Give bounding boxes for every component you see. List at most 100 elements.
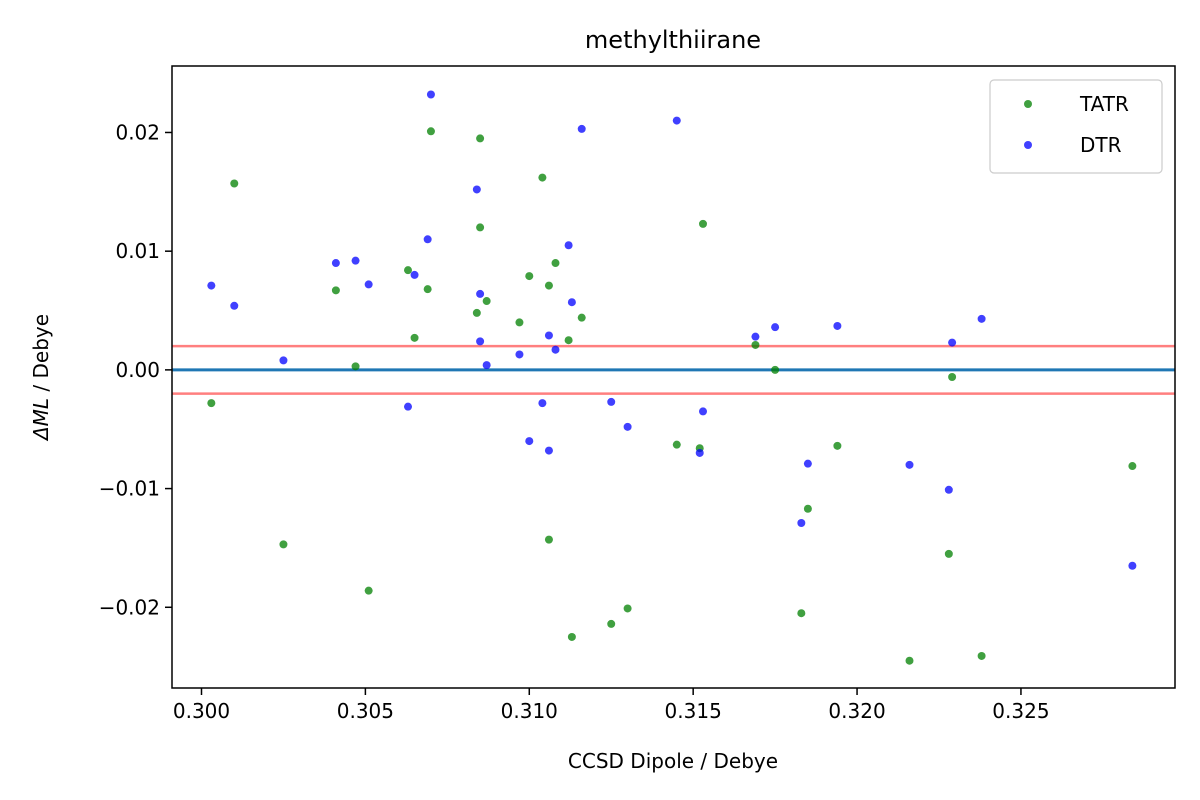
y-tick-label: 0.02 — [115, 120, 160, 144]
legend: TATR DTR — [989, 79, 1163, 174]
point-tatr-10 — [472, 308, 481, 317]
point-dtr-19 — [551, 345, 560, 354]
legend-frame — [989, 79, 1163, 174]
point-dtr-24 — [623, 422, 632, 431]
point-tatr-14 — [515, 318, 524, 327]
y-axis-label: ΔML / Debye — [29, 314, 53, 442]
point-tatr-29 — [771, 365, 780, 374]
x-tick-label: 0.305 — [337, 699, 394, 723]
y-tick-label: −0.02 — [99, 595, 160, 619]
point-dtr-28 — [751, 332, 760, 341]
point-tatr-0 — [207, 399, 216, 408]
point-dtr-37 — [1128, 561, 1137, 570]
point-dtr-30 — [797, 519, 806, 528]
point-tatr-6 — [404, 266, 412, 275]
point-dtr-4 — [351, 256, 360, 265]
point-dtr-0 — [207, 281, 216, 290]
point-dtr-32 — [833, 321, 842, 330]
x-tick-label: 0.300 — [173, 699, 230, 723]
point-dtr-7 — [410, 270, 419, 279]
point-dtr-13 — [482, 361, 491, 370]
legend-marker-tatr — [1024, 100, 1032, 108]
point-dtr-8 — [423, 235, 432, 244]
point-dtr-1 — [230, 301, 239, 310]
point-tatr-1 — [230, 179, 239, 188]
point-tatr-19 — [551, 259, 560, 268]
point-tatr-30 — [797, 609, 806, 618]
point-tatr-28 — [751, 340, 760, 349]
y-tick-label: 0.01 — [115, 239, 160, 263]
point-tatr-36 — [977, 651, 986, 660]
point-tatr-8 — [423, 285, 432, 294]
y-axis-ticks: −0.02 −0.01 0.00 0.01 0.02 — [99, 120, 172, 619]
y-axis-label-unit: / Debye — [29, 314, 53, 398]
point-dtr-29 — [771, 323, 780, 332]
point-dtr-3 — [331, 259, 340, 268]
point-dtr-27 — [699, 407, 707, 416]
point-tatr-21 — [567, 632, 576, 641]
y-axis-label-symbol: ΔML — [29, 398, 53, 442]
point-tatr-23 — [607, 619, 616, 628]
point-dtr-6 — [404, 402, 412, 411]
point-dtr-36 — [977, 314, 986, 323]
point-dtr-12 — [476, 337, 485, 346]
point-tatr-13 — [482, 297, 491, 306]
point-dtr-25 — [672, 116, 681, 125]
point-dtr-15 — [525, 437, 534, 446]
point-tatr-31 — [803, 504, 812, 513]
point-tatr-4 — [351, 362, 360, 371]
point-dtr-21 — [567, 298, 576, 307]
point-dtr-5 — [364, 280, 373, 289]
point-tatr-5 — [364, 586, 373, 595]
point-dtr-11 — [476, 289, 485, 298]
x-tick-label: 0.325 — [992, 699, 1049, 723]
point-tatr-25 — [672, 440, 681, 449]
point-dtr-18 — [544, 446, 553, 455]
reference-lines — [172, 344, 1175, 395]
point-dtr-35 — [948, 338, 957, 347]
point-tatr-20 — [564, 336, 573, 345]
point-tatr-34 — [944, 549, 953, 558]
point-dtr-20 — [564, 241, 573, 250]
x-tick-label: 0.320 — [828, 699, 885, 723]
point-tatr-2 — [279, 540, 288, 549]
point-dtr-10 — [472, 185, 481, 194]
point-dtr-2 — [279, 356, 288, 365]
point-dtr-31 — [803, 459, 812, 468]
point-tatr-12 — [476, 223, 485, 232]
x-axis-label: CCSD Dipole / Debye — [568, 749, 778, 773]
point-tatr-16 — [538, 173, 547, 182]
point-tatr-9 — [426, 127, 435, 136]
point-tatr-7 — [410, 333, 419, 342]
point-dtr-14 — [515, 350, 524, 359]
point-tatr-3 — [331, 286, 340, 295]
point-tatr-33 — [905, 656, 914, 665]
legend-marker-dtr — [1024, 141, 1032, 149]
data-points — [207, 90, 1137, 665]
point-dtr-17 — [544, 331, 553, 340]
point-tatr-27 — [699, 219, 707, 228]
point-tatr-18 — [544, 535, 553, 544]
x-tick-label: 0.315 — [665, 699, 722, 723]
x-axis-ticks: 0.300 0.305 0.310 0.315 0.320 0.325 — [173, 688, 1050, 723]
point-dtr-33 — [905, 460, 914, 469]
point-tatr-24 — [623, 604, 632, 613]
point-dtr-22 — [577, 124, 586, 133]
plot-frame — [171, 65, 1176, 689]
legend-label-dtr: DTR — [1080, 133, 1122, 157]
legend-label-tatr: TATR — [1079, 92, 1129, 116]
point-tatr-22 — [577, 313, 586, 322]
point-tatr-37 — [1128, 462, 1137, 471]
point-tatr-32 — [833, 441, 842, 450]
point-dtr-34 — [944, 485, 953, 494]
y-tick-label: −0.01 — [99, 477, 160, 501]
point-tatr-11 — [476, 134, 485, 143]
point-tatr-17 — [544, 281, 553, 290]
point-dtr-23 — [607, 397, 616, 406]
point-dtr-26 — [695, 448, 704, 457]
chart-title: methylthiirane — [585, 26, 761, 54]
point-tatr-15 — [525, 272, 534, 281]
point-tatr-35 — [948, 373, 957, 381]
point-dtr-16 — [538, 399, 547, 408]
